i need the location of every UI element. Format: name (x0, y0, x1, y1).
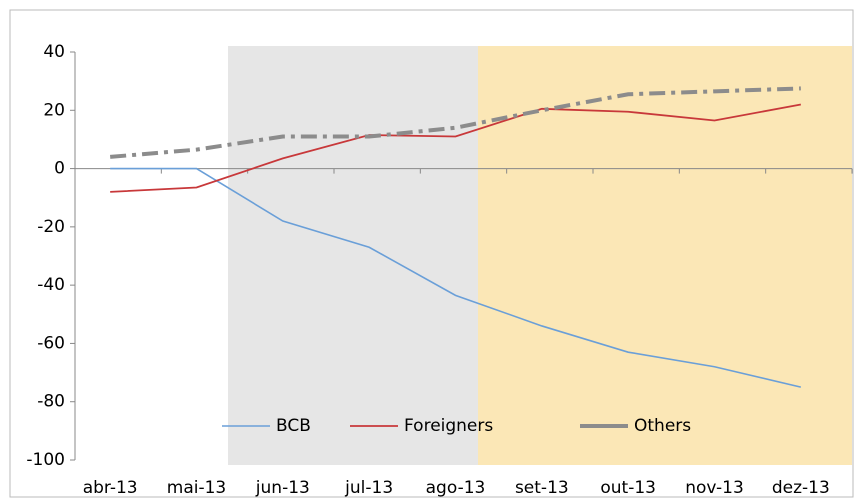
legend-label: BCB (276, 416, 311, 436)
y-tick-label: -20 (37, 217, 65, 237)
y-tick-label: -100 (26, 450, 65, 470)
legend-label: Others (634, 416, 691, 436)
series-line (110, 167, 802, 388)
x-tick-label: abr-13 (83, 478, 138, 498)
y-tick-label: 0 (54, 159, 65, 179)
x-tick-label: set-13 (515, 478, 569, 498)
y-tick-label: -40 (37, 275, 65, 295)
x-tick-label: dez-13 (772, 478, 830, 498)
y-tick-label: -60 (37, 333, 65, 353)
series-line (109, 86, 801, 159)
x-tick-label: jun-13 (255, 478, 310, 498)
x-tick-label: mai-13 (167, 478, 226, 498)
series-line (110, 103, 801, 193)
yellow-shade (478, 46, 852, 465)
legend-label: Foreigners (404, 416, 493, 436)
y-tick-label: 40 (43, 42, 65, 62)
y-tick-label: 20 (43, 100, 65, 120)
x-tick-label: ago-13 (426, 478, 486, 498)
x-tick-label: nov-13 (685, 478, 744, 498)
x-tick-label: out-13 (600, 478, 656, 498)
gray-shade (228, 46, 478, 465)
y-tick-label: -80 (37, 392, 65, 412)
x-tick-label: jul-13 (344, 478, 393, 498)
